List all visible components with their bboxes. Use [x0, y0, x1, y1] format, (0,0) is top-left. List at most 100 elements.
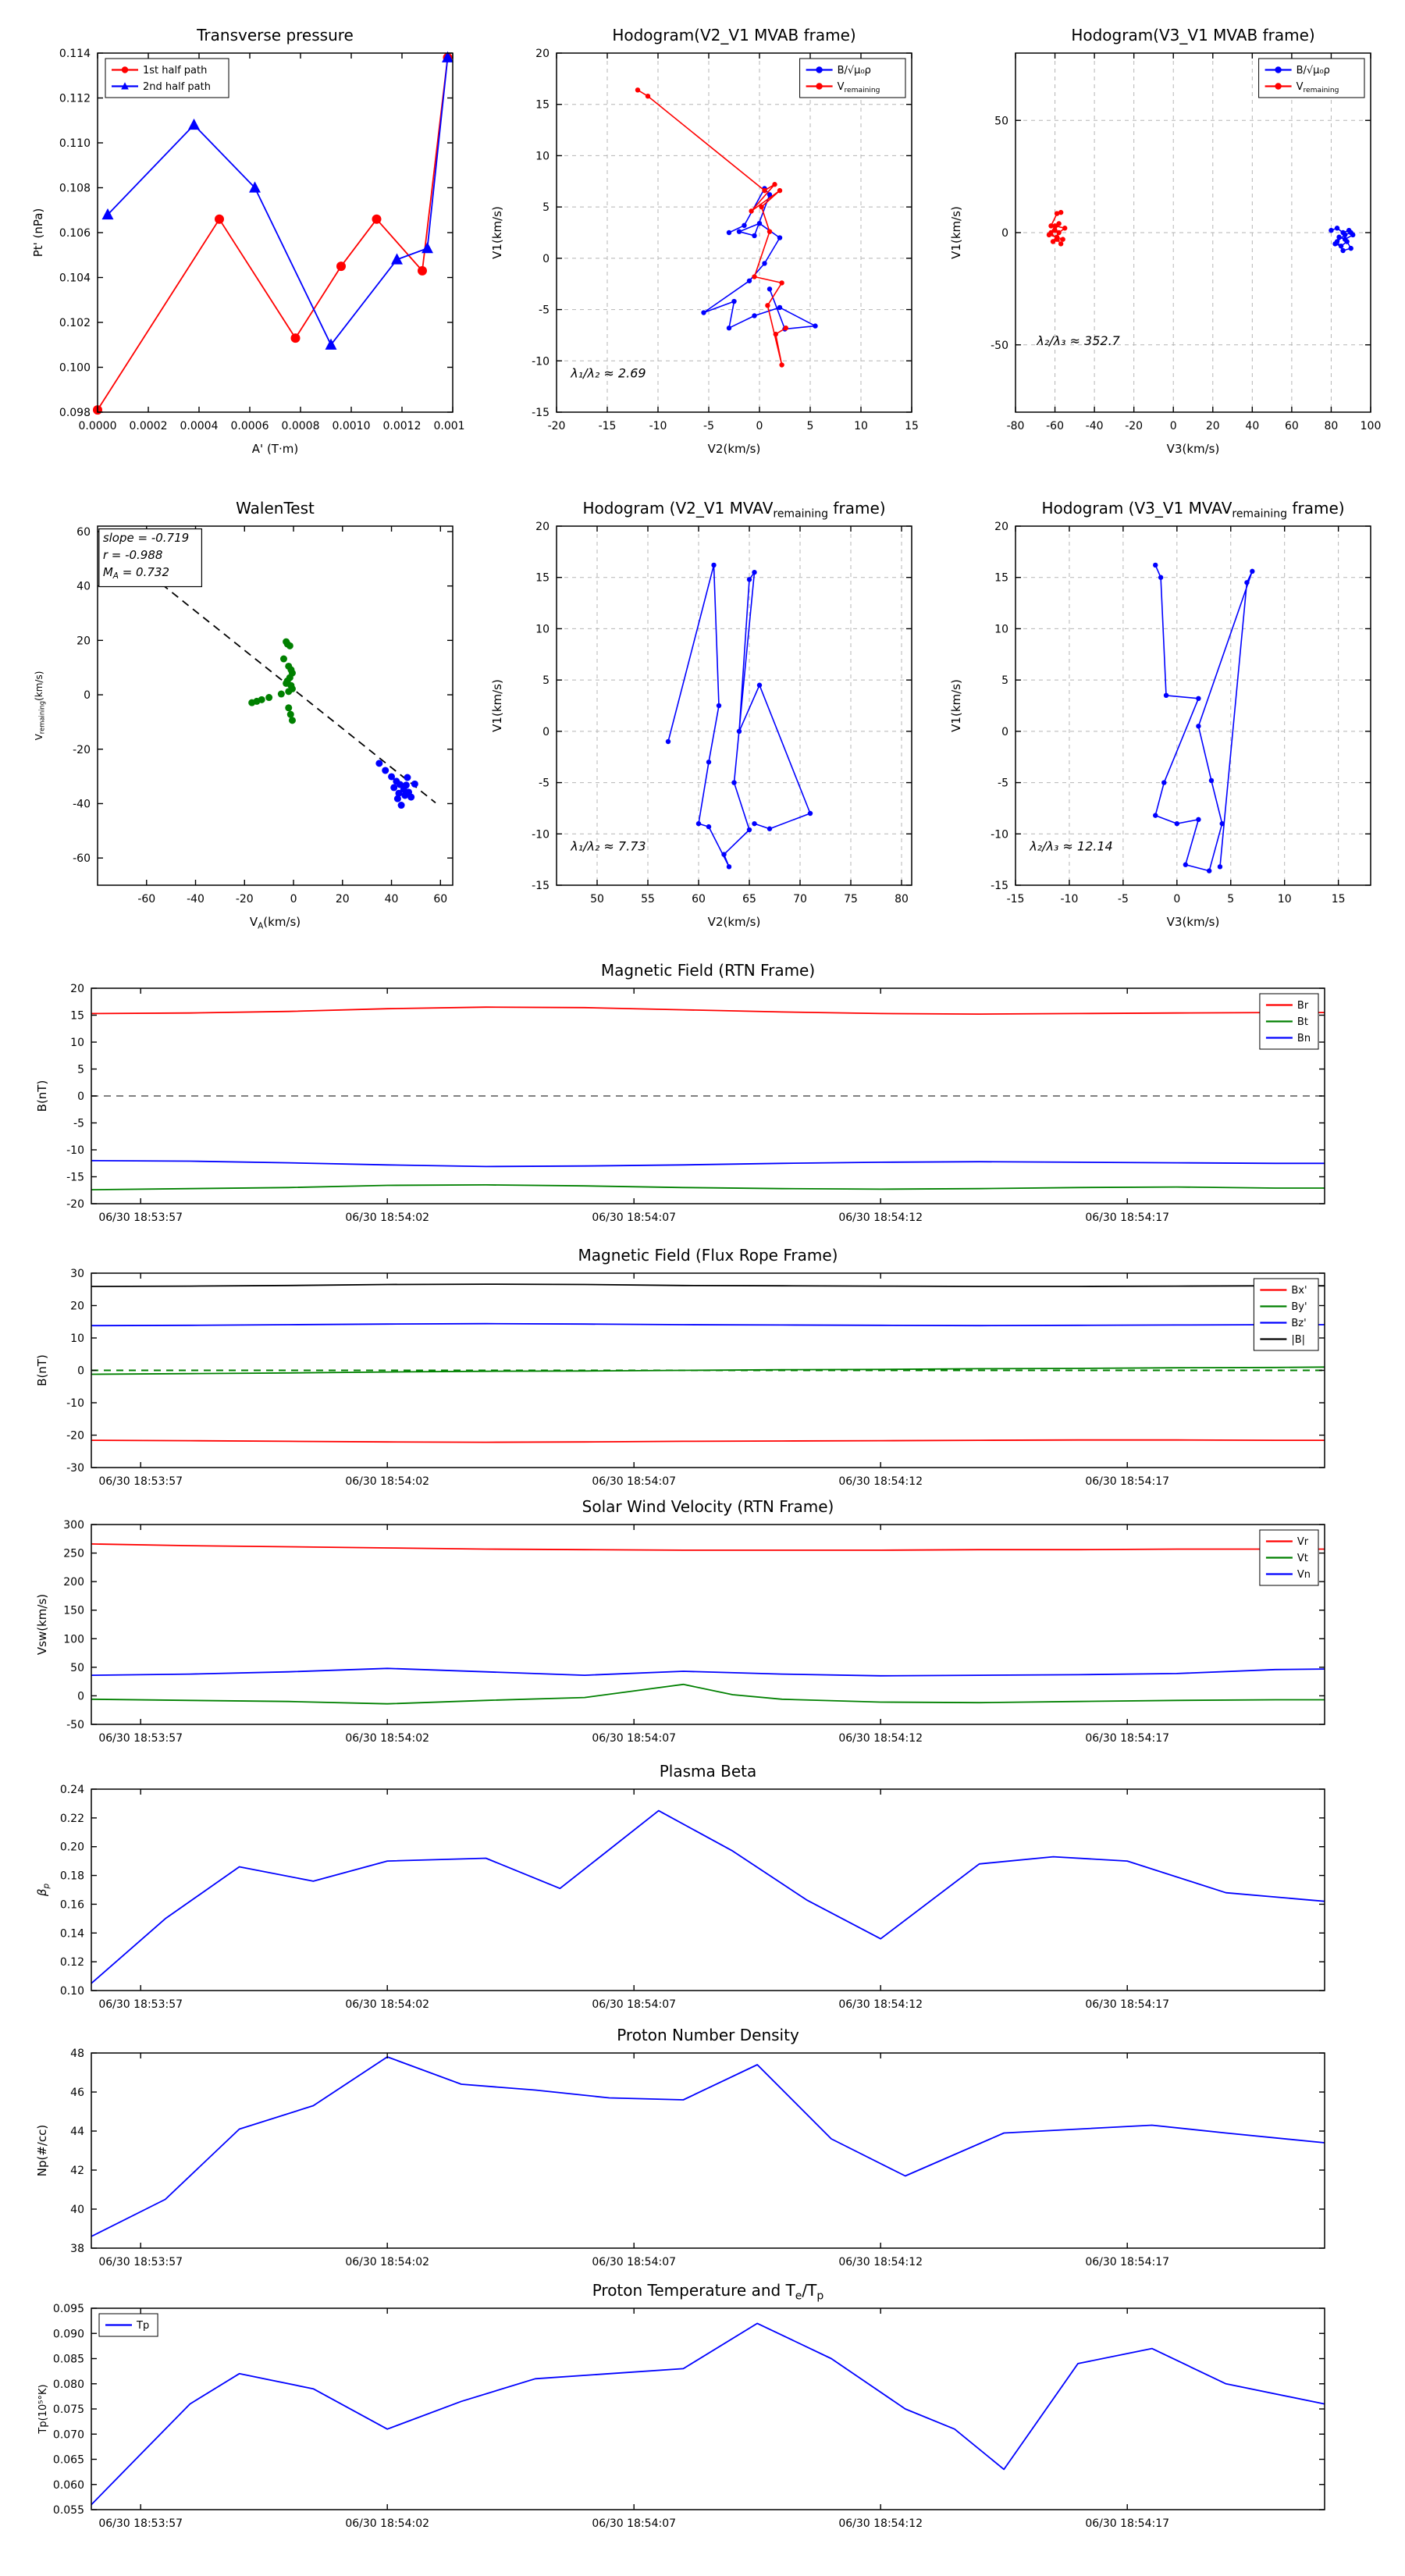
- series-b-over-sqrt-mu0rho: [1329, 226, 1356, 254]
- y-tick-label: 0.110: [59, 137, 91, 150]
- x-tick-label: 06/30 18:54:17: [1085, 1212, 1169, 1224]
- y-tick-label: 0.112: [59, 93, 91, 105]
- y-tick-label: 150: [63, 1605, 84, 1617]
- y-tick-label: 0: [77, 1690, 84, 1703]
- y-tick-label: 10: [70, 1037, 84, 1049]
- chart-hodogram-v3v1-mvav: -15 -10 -5 0 5 10 15 -15 -10 -5 0 5 10 15 20 Hodogram (…: [941, 486, 1382, 946]
- chart-magnetic-field-flux-rope: 06/30 18:53:57 06/30 18:54:02 06/30 18:54:…: [27, 1236, 1339, 1497]
- y-axis-label: V1(km/s): [490, 206, 504, 259]
- y-tick-label: 10: [535, 623, 550, 635]
- chart-title: Hodogram (V2_V1 MVAVremaining frame): [582, 499, 885, 520]
- y-tick-label: 10: [70, 1332, 84, 1345]
- y-tick-label: 0.22: [60, 1813, 84, 1825]
- chart-title: Hodogram (V3_V1 MVAVremaining frame): [1041, 499, 1344, 520]
- chart-title: Hodogram(V3_V1 MVAB frame): [1071, 26, 1314, 44]
- y-tick-label: 0.055: [53, 2504, 84, 2517]
- hodogram-v2v1-mvab: -20 -15 -10 -5 0 5 10 15-15-10-505101520Hodogra…: [490, 26, 919, 456]
- legend-label: Bx': [1291, 1285, 1307, 1297]
- y-axis-label: V1(km/s): [490, 679, 504, 732]
- series-b-over-sqrt-mu0rho: [701, 186, 818, 332]
- y-tick-label: -15: [66, 1172, 84, 1184]
- x-tick-label: 06/30 18:54:17: [1085, 1475, 1169, 1488]
- chart-magnetic-field-rtn: 06/30 18:53:57 06/30 18:54:02 06/30 18:54:…: [27, 951, 1339, 1233]
- series-By-prime: [91, 1366, 1325, 1375]
- legend: B/√μ₀ρ Vremaining: [1258, 58, 1365, 98]
- y-tick-label: 20: [535, 521, 550, 533]
- annotation-text: λ₂/λ₃ ≈ 352.7: [1036, 333, 1120, 348]
- legend: Bx' By' Bz' |B|: [1253, 1278, 1319, 1351]
- y-tick-label: -10: [66, 1397, 84, 1410]
- chart-title: Plasma Beta: [660, 1762, 757, 1781]
- x-tick-label: 06/30 18:54:17: [1085, 1732, 1169, 1745]
- legend-label: B/√μ₀ρ: [1297, 65, 1330, 76]
- series-Bt: [91, 1183, 1325, 1190]
- plasma-beta: 06/30 18:53:57 06/30 18:54:02 06/30 18:54:…: [35, 1762, 1325, 2011]
- x-tick-label: 06/30 18:54:02: [345, 1732, 429, 1745]
- legend: Tp: [98, 2313, 158, 2337]
- x-tick-label: 0.0000: [79, 420, 117, 432]
- x-tick-label: -60: [1046, 420, 1064, 432]
- series-Br: [91, 1006, 1325, 1015]
- annotation-text: MA = 0.732: [103, 565, 169, 581]
- y-tick-label: 200: [63, 1576, 84, 1589]
- eigenvalue-ratio: λ₂/λ₃ ≈ 352.7: [1036, 333, 1120, 348]
- x-axis-label: V3(km/s): [1167, 915, 1220, 929]
- proton-number-density: 06/30 18:53:57 06/30 18:54:02 06/30 18:54:…: [35, 2026, 1325, 2268]
- legend-label: |B|: [1291, 1334, 1305, 1346]
- series-Bx-prime: [91, 1439, 1325, 1443]
- chart-title: Proton Temperature and Te/Tp: [592, 2281, 824, 2302]
- x-tick-label: 06/30 18:54:12: [838, 1732, 923, 1745]
- x-tick-label: -5: [1118, 893, 1129, 906]
- y-tick-label: 20: [70, 1300, 84, 1313]
- y-tick-label: -10: [532, 355, 550, 368]
- x-tick-label: 0: [1173, 893, 1180, 906]
- x-tick-label: -5: [703, 420, 714, 432]
- y-axis-label: Vsw(km/s): [35, 1594, 49, 1655]
- y-tick-label: -15: [532, 880, 550, 892]
- y-tick-label: 100: [63, 1633, 84, 1646]
- y-tick-label: 0: [84, 689, 91, 702]
- y-tick-label: 0.060: [53, 2479, 84, 2492]
- y-axis-label: Vremaining(km/s): [34, 671, 46, 741]
- y-tick-label: 5: [77, 1064, 84, 1076]
- x-tick-label: -10: [1061, 893, 1079, 906]
- y-tick-label: 300: [63, 1519, 84, 1532]
- transverse-pressure: 0.0000 0.0002 0.0004 0.0006 0.0008 0.0010 0.00…: [31, 26, 464, 456]
- series-v-remaining-path: [665, 562, 813, 870]
- y-tick-label: 0.18: [60, 1870, 84, 1883]
- x-tick-label: 06/30 18:53:57: [98, 1998, 183, 2011]
- x-axis-label: VA(km/s): [250, 915, 301, 930]
- x-tick-label: 0: [756, 420, 763, 432]
- x-tick-label: 06/30 18:54:02: [345, 1475, 429, 1488]
- x-tick-label: 06/30 18:54:12: [838, 1475, 923, 1488]
- x-tick-label: 06/30 18:54:02: [345, 1998, 429, 2011]
- legend-label: Vremaining: [838, 81, 880, 94]
- x-tick-label: 06/30 18:54:02: [345, 1212, 429, 1224]
- annotation-text: λ₁/λ₂ ≈ 2.69: [570, 365, 646, 380]
- y-tick-label: 0.090: [53, 2328, 84, 2340]
- y-tick-label: 250: [63, 1548, 84, 1560]
- x-tick-label: 50: [590, 893, 604, 906]
- x-axis-label: V2(km/s): [708, 915, 761, 929]
- legend-label: B/√μ₀ρ: [838, 65, 871, 76]
- chart-transverse-pressure: 0.0000 0.0002 0.0004 0.0006 0.0008 0.0010 0.00…: [23, 12, 464, 473]
- x-tick-label: 80: [895, 893, 909, 906]
- y-tick-label: 15: [535, 572, 550, 585]
- x-tick-label: 06/30 18:54:02: [345, 2517, 429, 2530]
- legend: Vr Vt Vn: [1259, 1529, 1319, 1586]
- y-tick-label: 5: [1001, 674, 1008, 687]
- legend-label: Tp: [136, 2320, 149, 2332]
- y-tick-label: 44: [70, 2126, 84, 2138]
- x-tick-label: 60: [1285, 420, 1299, 432]
- x-tick-label: 0: [290, 893, 297, 906]
- x-tick-label: 06/30 18:54:17: [1085, 1998, 1169, 2011]
- x-tick-label: 55: [641, 893, 655, 906]
- y-tick-label: 10: [535, 150, 550, 162]
- y-tick-label: 46: [70, 2087, 84, 2099]
- x-tick-label: 0: [1170, 420, 1177, 432]
- y-tick-label: 0.065: [53, 2454, 84, 2467]
- chart-plasma-beta: 06/30 18:53:57 06/30 18:54:02 06/30 18:54:…: [27, 1752, 1339, 2020]
- x-tick-label: -15: [1007, 893, 1025, 906]
- chart-solar-wind-velocity: 06/30 18:53:57 06/30 18:54:02 06/30 18:54:…: [27, 1487, 1339, 1754]
- series-Bz-prime: [91, 1322, 1325, 1327]
